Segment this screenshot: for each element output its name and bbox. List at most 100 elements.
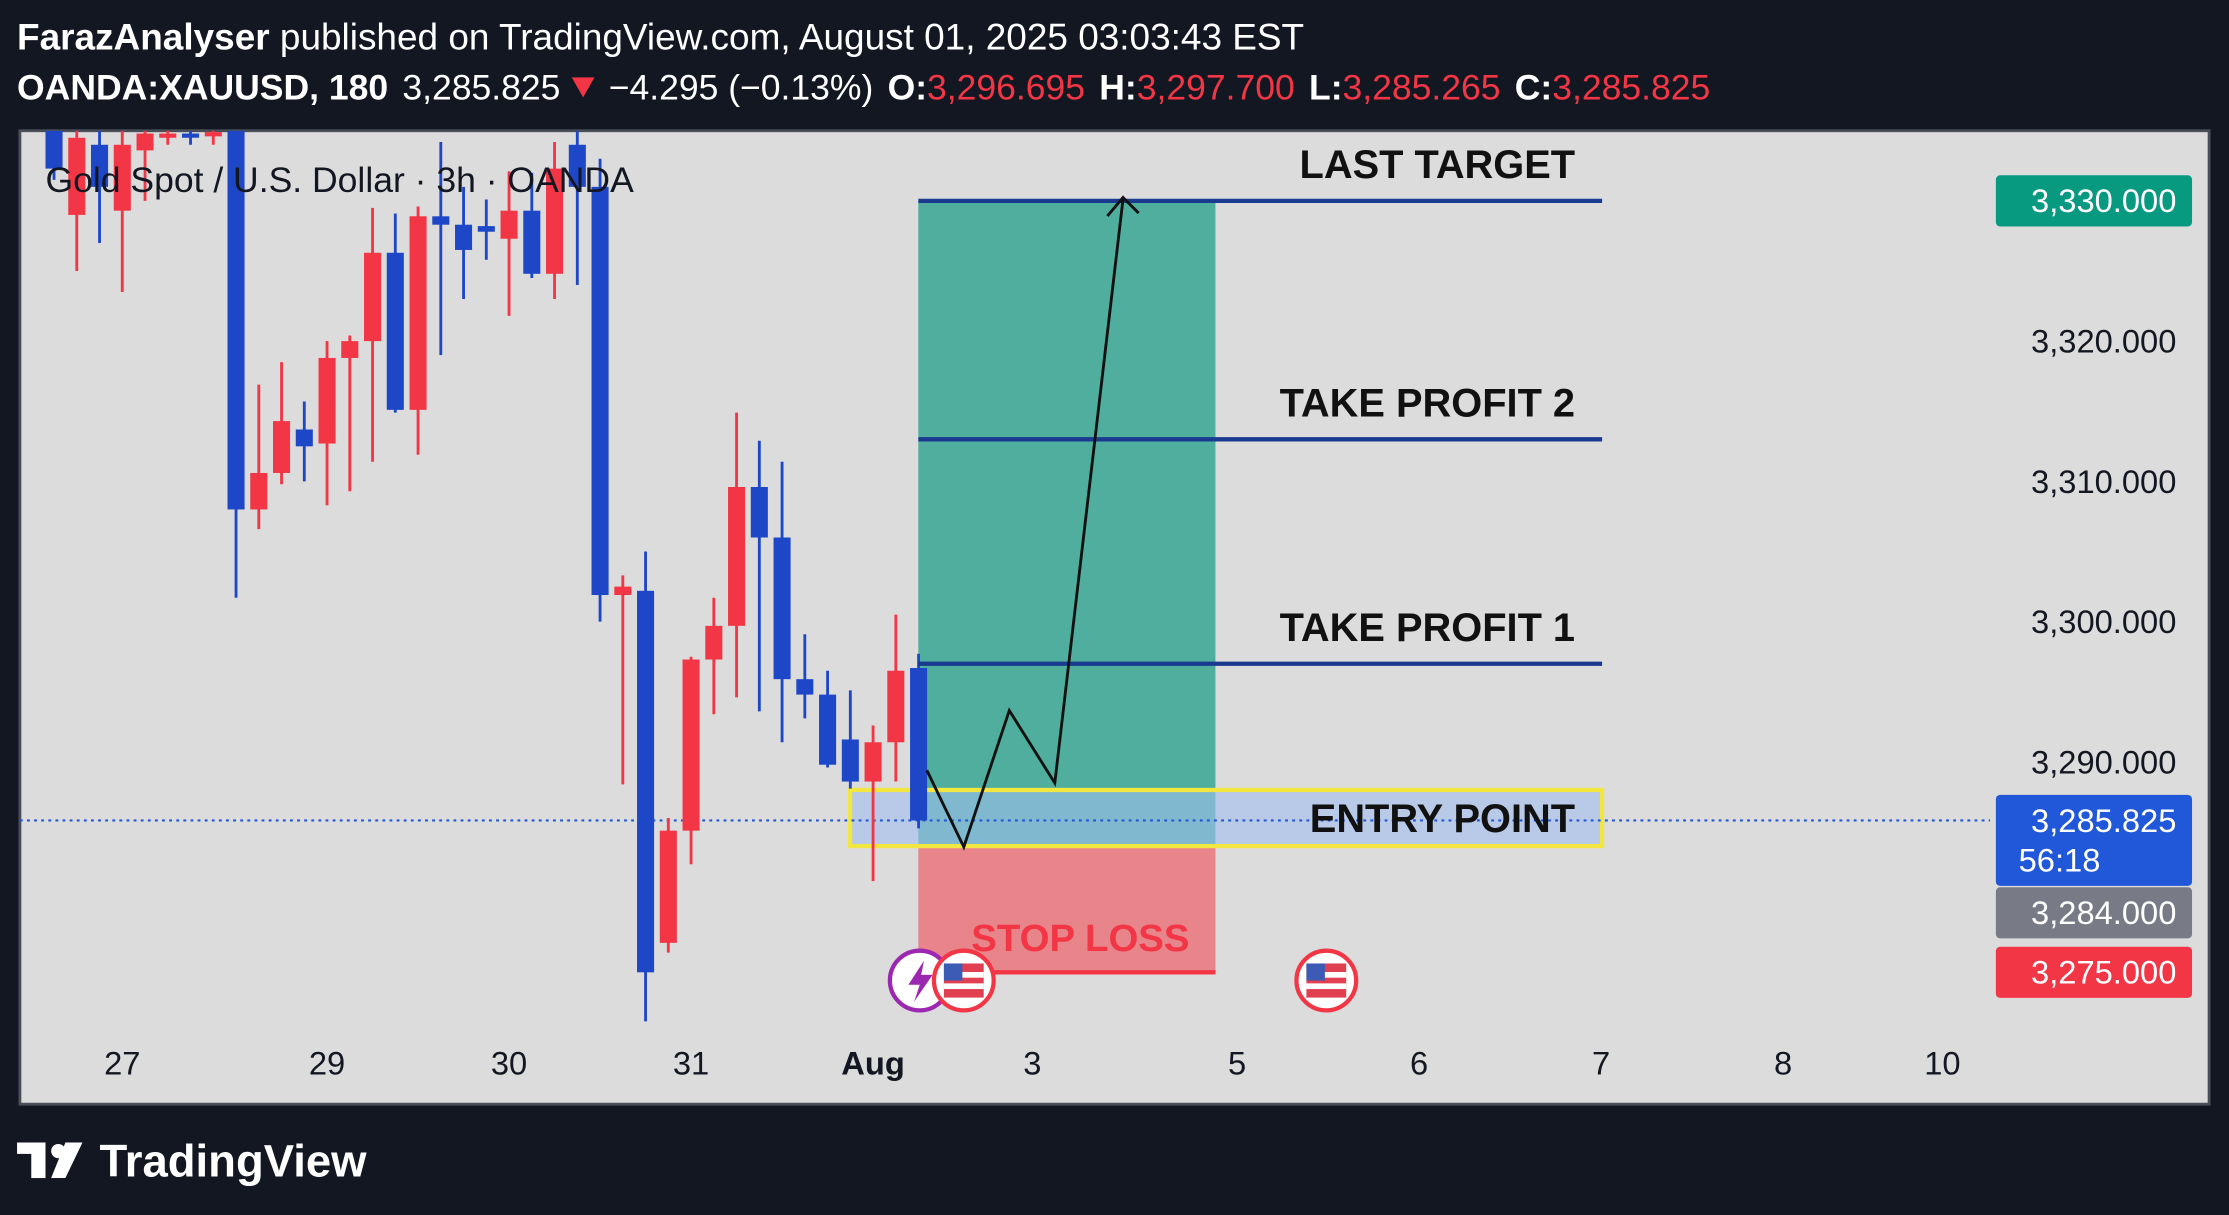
candle-body <box>182 133 200 138</box>
candle-body <box>614 586 632 596</box>
candle-body <box>841 739 859 782</box>
candle-body <box>432 216 450 225</box>
candle-body <box>227 130 245 510</box>
publisher: FarazAnalyser <box>17 17 270 58</box>
candle-body <box>45 130 63 169</box>
level-label: TAKE PROFIT 1 <box>1280 606 1575 650</box>
ohlc-value: 3,296.695 <box>927 67 1085 107</box>
candle-body <box>546 168 564 274</box>
stop-label: STOP LOSS <box>971 917 1189 960</box>
candle-body <box>364 252 382 342</box>
candle-body <box>500 210 518 239</box>
plot <box>19 130 1991 1022</box>
price-badge <box>1995 175 2193 227</box>
candle-body <box>796 679 814 695</box>
candle-body <box>477 226 495 232</box>
y-tick-label: 3,290.000 <box>2031 743 2176 780</box>
ohlc-key: C: <box>1515 67 1552 107</box>
published: published on TradingView.com, August 01,… <box>280 17 1304 58</box>
ticker-line: OANDA:XAUUSD, 180 3,285.825 −4.295 (−0.13%… <box>17 67 1710 107</box>
candle-body <box>659 830 677 943</box>
candle-body <box>819 694 837 765</box>
candle-body <box>773 537 791 680</box>
candle-body <box>864 742 882 782</box>
candle-body <box>136 133 154 151</box>
ohlc-key: O: <box>888 67 927 107</box>
y-tick-label: 3,310.000 <box>2031 463 2176 500</box>
candle-body <box>318 357 336 444</box>
candle-body <box>455 224 473 250</box>
flag-stripe <box>1306 972 1347 978</box>
entry-label: ENTRY POINT <box>1310 797 1575 841</box>
x-tick-label: 6 <box>1410 1044 1428 1081</box>
ohlc-value: 3,285.825 <box>1552 67 1710 107</box>
change: −4.295 (−0.13%) <box>609 67 874 107</box>
flag-stripe <box>1306 983 1347 990</box>
x-tick-label: 3 <box>1023 1044 1041 1081</box>
ohlc-value: 3,297.700 <box>1137 67 1295 107</box>
candle-body <box>204 132 222 137</box>
header-line: FarazAnalyser published on TradingView.c… <box>17 17 1304 58</box>
logo-part <box>31 1142 46 1179</box>
logo-part <box>51 1142 83 1179</box>
candle-body <box>386 252 404 410</box>
x-tick-label: 30 <box>491 1044 527 1081</box>
candle-body <box>250 472 268 510</box>
x-tick-label: 27 <box>104 1044 140 1081</box>
candle-body <box>523 210 541 274</box>
overlay: STOP LOSS ENTRY POINT LAST TARGET TAKE PROF… <box>918 143 1603 960</box>
arrow-path <box>925 198 1125 851</box>
x-tick-label: 7 <box>1592 1044 1610 1081</box>
candle-body <box>113 144 131 211</box>
price-badge <box>1995 887 2193 939</box>
event-icons <box>887 948 1359 1013</box>
entry-zone <box>847 787 1605 849</box>
logo <box>17 1142 83 1179</box>
x-tick-label: 8 <box>1774 1044 1792 1081</box>
last: 3,285.825 <box>402 67 560 107</box>
candle-body <box>591 186 609 596</box>
level-label: LAST TARGET <box>1300 143 1576 187</box>
zigzag-arrow <box>925 195 1140 851</box>
level-label: TAKE PROFIT 2 <box>1280 382 1575 426</box>
arrow-head <box>1106 195 1140 217</box>
candle-body <box>637 590 655 973</box>
candle-body <box>705 625 723 660</box>
price-badge-label: 3,284.000 <box>2031 894 2176 931</box>
x-tick-label: Aug <box>841 1044 905 1081</box>
price-badge-label: 3,330.000 <box>2031 182 2176 219</box>
candle-body <box>910 668 928 821</box>
candle-body <box>728 487 746 626</box>
ohlc-key: H: <box>1099 67 1136 107</box>
price-badge <box>1995 946 2193 998</box>
x-tick-label: 31 <box>673 1044 709 1081</box>
x-tick-label: 10 <box>1924 1044 1960 1081</box>
flag-stripe <box>943 972 984 978</box>
flag-canton <box>943 963 963 981</box>
candle-body <box>568 144 586 187</box>
profit-zone <box>918 200 1216 847</box>
candle-body <box>887 670 905 743</box>
candle-body <box>409 216 427 410</box>
chart-title: Gold Spot / U.S. Dollar · 3h · OANDA <box>45 160 634 200</box>
candle-body <box>682 659 700 831</box>
price-badge-label: 3,275.000 <box>2031 954 2176 991</box>
candle-body <box>91 144 109 187</box>
down-arrow <box>571 77 595 98</box>
price-badge <box>1995 794 2193 886</box>
ohlc-value: 3,285.265 <box>1343 67 1501 107</box>
y-tick-label: 3,300.000 <box>2031 603 2176 640</box>
candle-body <box>295 429 313 447</box>
symbol: OANDA:XAUUSD, 180 <box>17 67 388 107</box>
price-badge-label: 3,285.825 <box>2031 802 2176 839</box>
price-badge-sublabel: 56:18 <box>2019 842 2101 879</box>
flag-stripe <box>943 983 984 990</box>
candle-body <box>68 137 86 215</box>
candle-body <box>750 487 768 538</box>
x-tick-label: 5 <box>1228 1044 1246 1081</box>
candle-body <box>159 133 177 138</box>
lightning <box>908 960 933 1002</box>
flag-canton <box>1306 963 1325 981</box>
